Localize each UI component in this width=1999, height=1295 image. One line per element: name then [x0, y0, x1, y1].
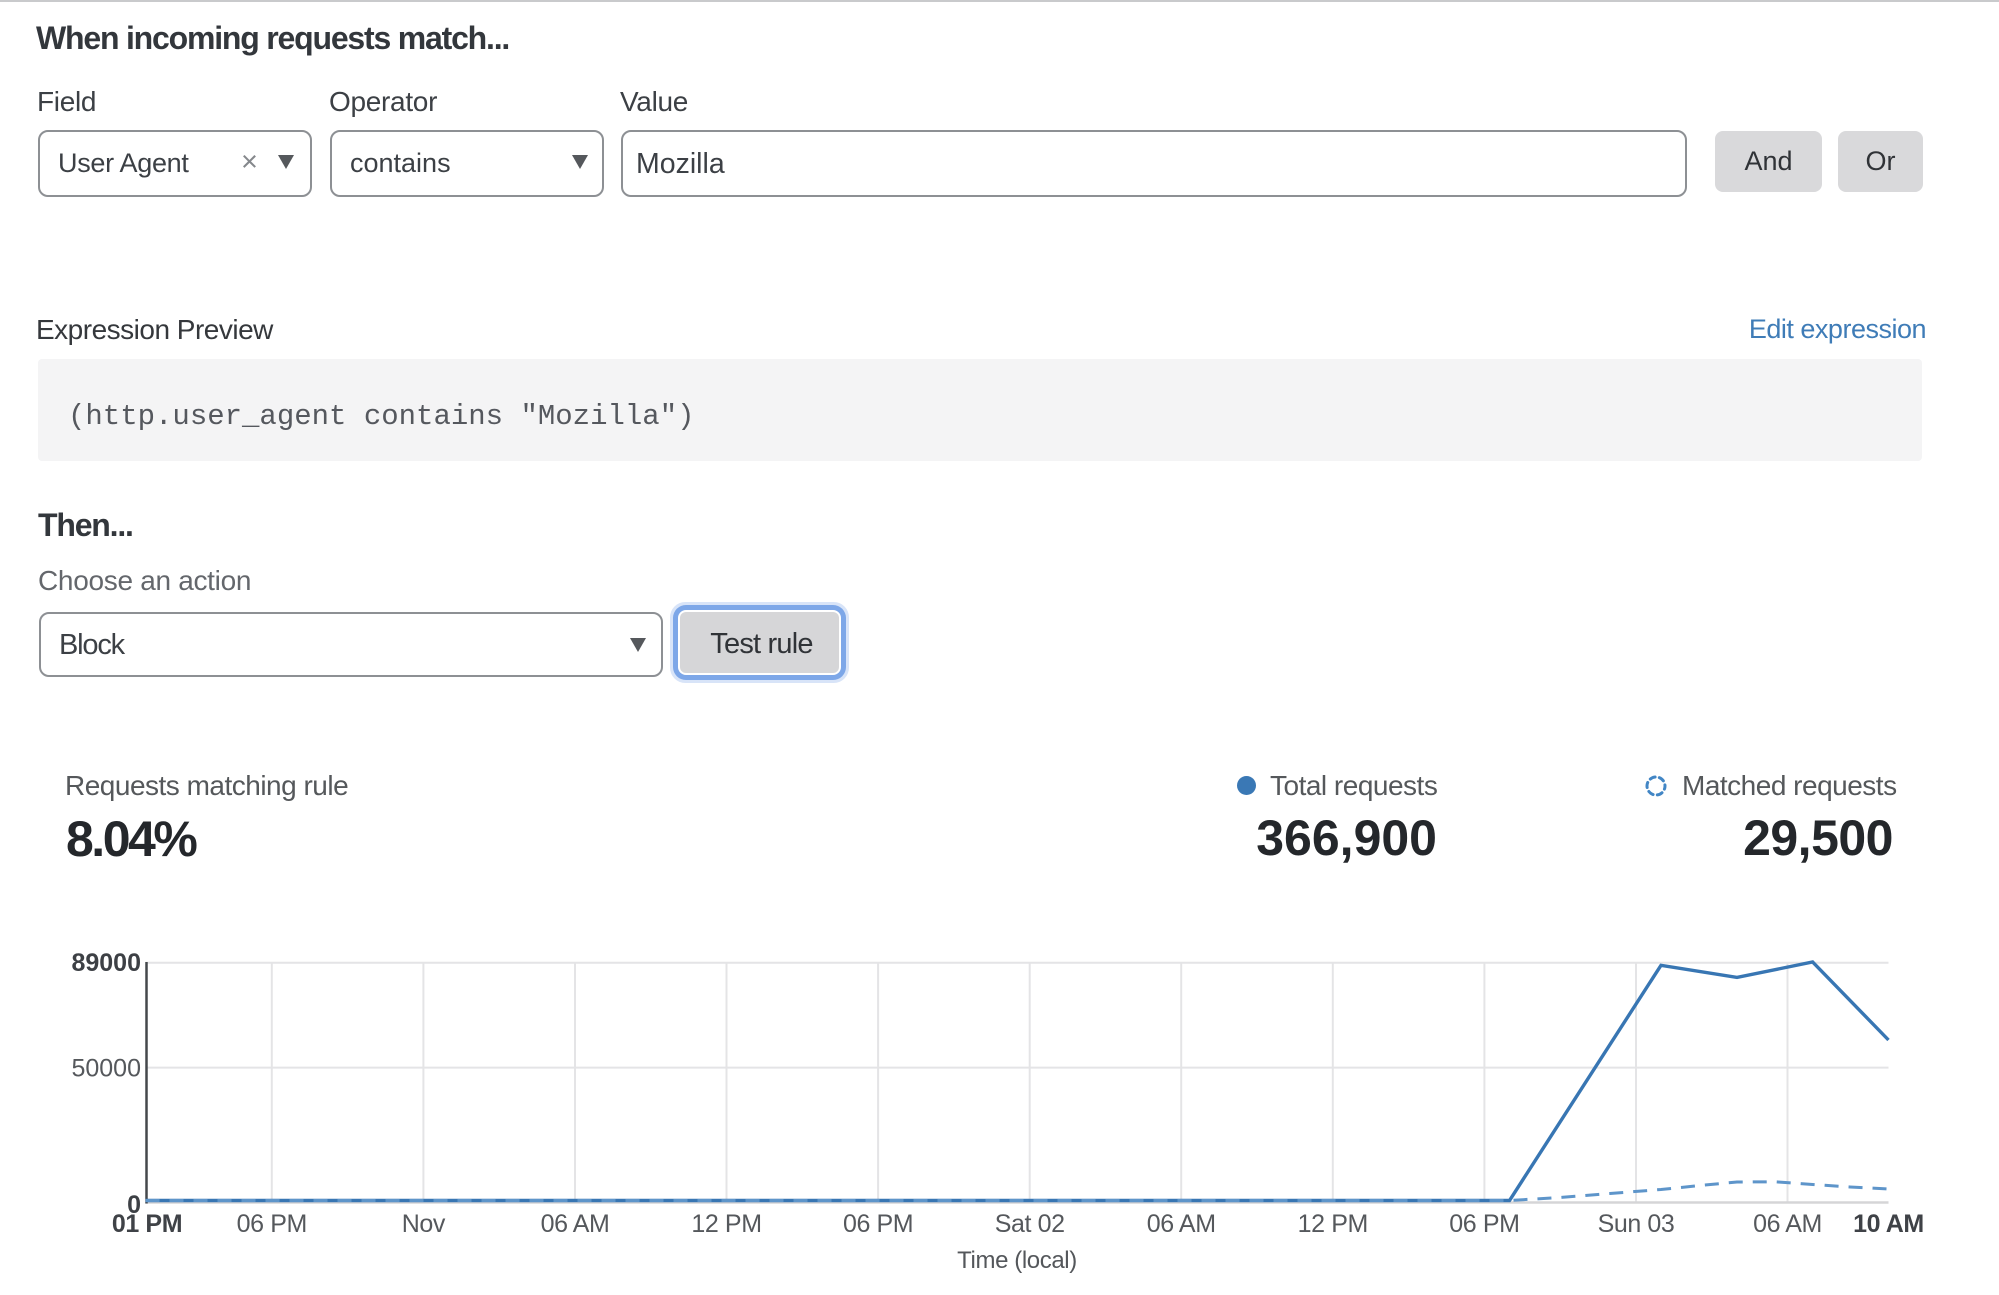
svg-text:0: 0 [127, 1191, 141, 1219]
svg-text:89000: 89000 [71, 949, 141, 977]
svg-text:06 AM: 06 AM [1753, 1210, 1822, 1238]
svg-text:Nov: Nov [402, 1210, 446, 1238]
svg-text:Sat 02: Sat 02 [995, 1210, 1065, 1238]
svg-text:50000: 50000 [71, 1055, 141, 1083]
svg-text:06 AM: 06 AM [541, 1210, 610, 1238]
svg-text:12 PM: 12 PM [1298, 1210, 1368, 1238]
svg-text:06 PM: 06 PM [237, 1210, 307, 1238]
svg-text:12 PM: 12 PM [691, 1210, 761, 1238]
svg-text:06 PM: 06 PM [1449, 1210, 1519, 1238]
svg-text:Time (local): Time (local) [957, 1247, 1077, 1274]
svg-text:01 PM: 01 PM [112, 1210, 182, 1238]
svg-text:Sun 03: Sun 03 [1598, 1210, 1675, 1238]
svg-text:06 PM: 06 PM [843, 1210, 913, 1238]
svg-text:10 AM: 10 AM [1853, 1210, 1924, 1238]
svg-text:06 AM: 06 AM [1147, 1210, 1216, 1238]
